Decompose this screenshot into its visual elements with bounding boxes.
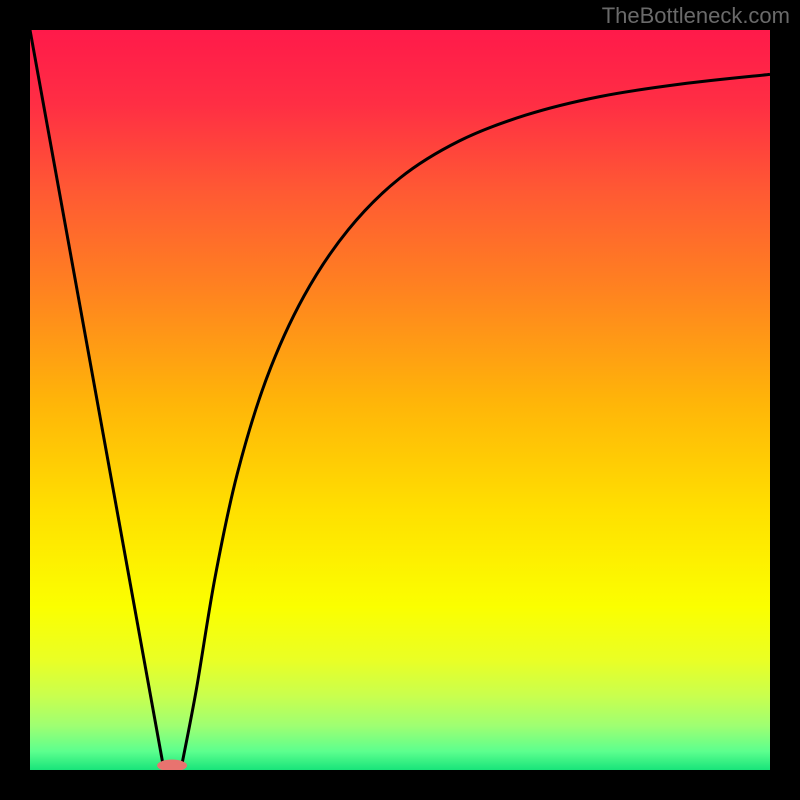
plot-area [30, 30, 770, 770]
attribution-text: TheBottleneck.com [602, 3, 790, 29]
optimal-marker [30, 30, 770, 770]
chart-container: TheBottleneck.com [0, 0, 800, 800]
